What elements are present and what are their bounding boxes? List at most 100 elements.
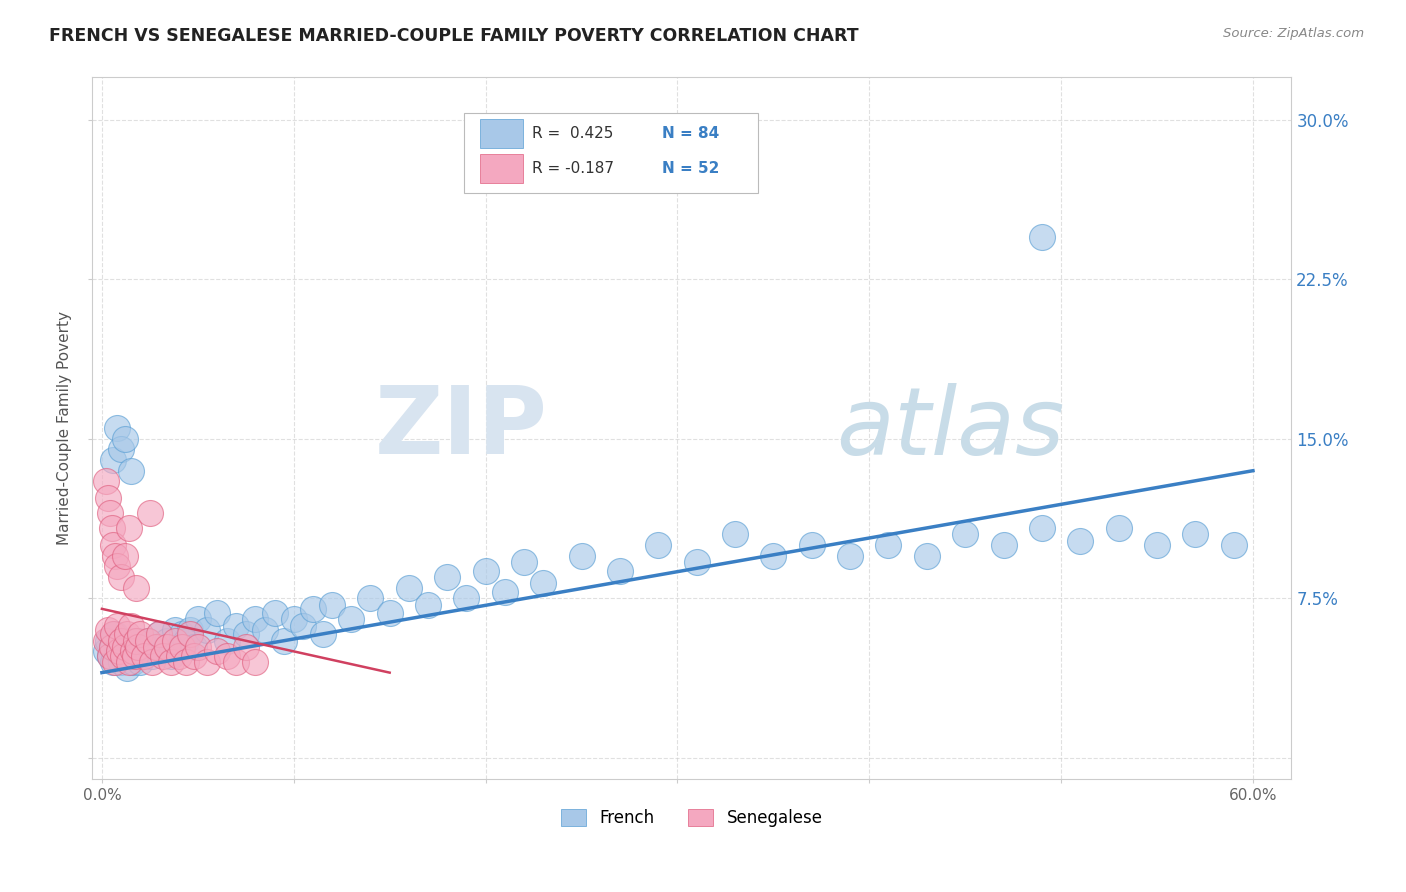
Point [762,549,785,563]
Point [263,606,285,620]
Point [378,606,401,620]
Point [163,633,186,648]
Point [125,633,148,648]
Point [360,591,382,606]
Point [205,644,228,658]
Point [993,538,1015,552]
Point [172,640,194,654]
Point [121,655,143,669]
Point [160,655,183,669]
Point [100,640,122,654]
Point [145,640,167,654]
Point [685,555,707,569]
Point [108,633,131,648]
Point [118,655,141,669]
Point [141,648,163,663]
Point [110,655,132,669]
Point [105,619,128,633]
Point [94,475,117,489]
Point [110,570,132,584]
Point [877,538,900,552]
Point [103,453,125,467]
Point [103,538,125,552]
Point [118,521,141,535]
Point [114,640,136,654]
Point [245,655,267,669]
Point [1031,230,1053,244]
Point [152,644,174,658]
Point [104,549,127,563]
Point [125,581,148,595]
Point [110,442,132,457]
Point [94,633,117,648]
Point [118,633,141,648]
Point [127,640,149,654]
Point [283,612,305,626]
Point [1108,521,1130,535]
Point [160,648,183,663]
Point [114,432,136,446]
Point [513,555,536,569]
Point [179,627,201,641]
Point [120,619,142,633]
Text: atlas: atlas [835,383,1064,474]
Point [108,644,131,658]
Point [98,648,121,663]
Point [163,623,186,637]
Point [167,648,190,663]
Point [134,648,156,663]
Point [187,612,209,626]
Point [97,491,120,506]
Point [915,549,938,563]
Point [121,644,143,658]
Point [104,627,127,641]
Text: Source: ZipAtlas.com: Source: ZipAtlas.com [1223,27,1364,40]
Point [1223,538,1246,552]
Point [176,655,198,669]
Legend: French, Senegalese: French, Senegalese [554,802,830,834]
FancyBboxPatch shape [479,154,523,184]
Point [145,640,167,654]
Point [1146,538,1168,552]
Point [156,633,179,648]
Point [114,648,136,663]
Point [167,640,190,654]
Point [225,655,247,669]
Point [215,648,238,663]
Point [98,506,121,520]
Point [647,538,669,552]
Point [148,627,170,641]
Text: R =  0.425: R = 0.425 [533,126,614,141]
Point [494,585,516,599]
Y-axis label: Married-Couple Family Poverty: Married-Couple Family Poverty [58,311,72,545]
Point [129,627,152,641]
Point [321,598,343,612]
Point [436,570,458,584]
Point [103,627,125,641]
Point [704,123,727,137]
Point [127,633,149,648]
FancyBboxPatch shape [479,119,523,148]
Point [292,619,315,633]
Point [609,564,631,578]
Point [235,640,257,654]
Point [105,644,128,658]
Point [103,655,125,669]
Point [115,627,138,641]
Point [1069,533,1091,548]
Point [953,527,976,541]
Point [100,640,122,654]
Point [456,591,478,606]
Point [98,648,121,663]
Point [94,644,117,658]
Point [152,648,174,663]
Text: R = -0.187: R = -0.187 [533,161,614,176]
Point [215,633,238,648]
Point [416,598,439,612]
Point [105,559,128,574]
Point [398,581,420,595]
Point [273,633,295,648]
Point [179,623,201,637]
Point [136,633,159,648]
Point [183,640,205,654]
